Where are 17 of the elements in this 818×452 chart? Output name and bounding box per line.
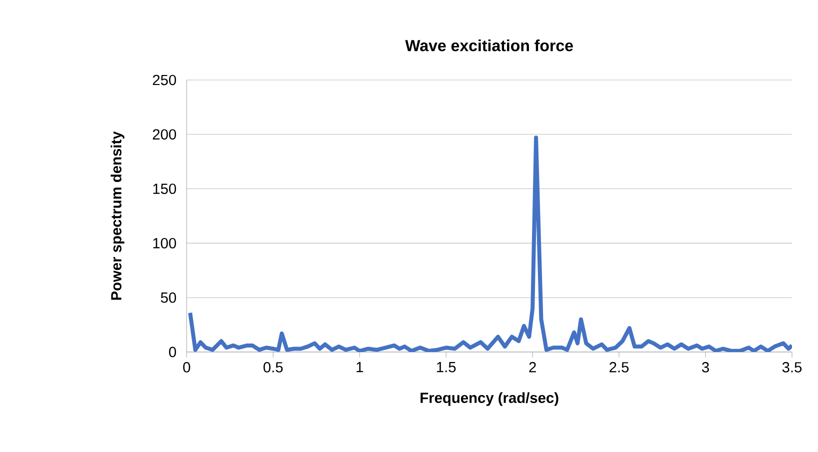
- y-tick-label: 250: [152, 74, 176, 86]
- y-axis-title: Power spectrum density: [110, 131, 124, 300]
- chart-title: Wave excitiation force: [405, 40, 573, 52]
- x-tick-label: 1: [356, 362, 363, 372]
- x-tick-label: 0: [183, 362, 190, 372]
- y-tick-label: 0: [169, 346, 176, 358]
- y-tick-label: 50: [160, 292, 176, 303]
- x-tick-label: 2: [529, 362, 536, 372]
- x-axis-title: Frequency (rad/sec): [420, 392, 558, 406]
- x-tick-label: 2.5: [610, 362, 629, 372]
- x-tick-label: 1.5: [437, 362, 456, 372]
- y-tick-label: 200: [152, 129, 176, 140]
- y-tick-label: 100: [153, 238, 176, 248]
- x-tick-label: 0.5: [264, 362, 283, 372]
- x-tick-label: 3.5: [782, 362, 802, 372]
- y-tick-label: 150: [153, 184, 176, 194]
- x-tick-label: 3: [702, 362, 709, 372]
